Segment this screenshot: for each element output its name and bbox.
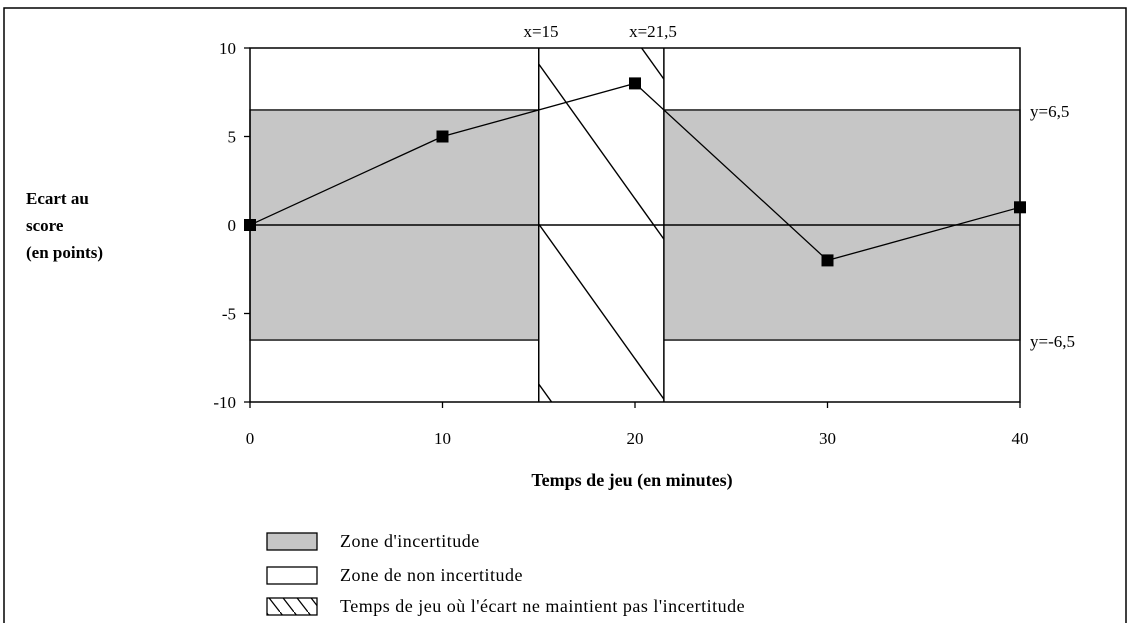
- legend-swatch-hatched: [266, 597, 318, 616]
- y-axis-label-line-3: (en points): [26, 243, 103, 262]
- legend-label-hatched: Temps de jeu où l'écart ne maintient pas…: [340, 596, 745, 616]
- x-tick-label: 40: [1012, 429, 1029, 448]
- legend-swatch-uncertainty: [266, 532, 318, 551]
- data-point: [244, 219, 256, 231]
- plot-area: 10 5 0 -5 -10 0 10 20 30 40: [213, 39, 1029, 448]
- y-tick-label: 0: [228, 216, 237, 235]
- y-axis-label-line-1: Ecart au: [26, 189, 89, 208]
- annotation-x-right: x=21,5: [629, 22, 677, 41]
- legend: Zone d'incertitude Zone de non incertitu…: [266, 531, 745, 616]
- y-tick-label: 10: [219, 39, 236, 58]
- annotation-x-left: x=15: [523, 22, 558, 41]
- x-tick-label: 0: [246, 429, 255, 448]
- x-tick-label: 20: [627, 429, 644, 448]
- y-tick-label: -5: [222, 305, 236, 324]
- legend-swatch-no-uncertainty: [266, 566, 318, 585]
- x-tick-label: 30: [819, 429, 836, 448]
- y-tick-label: -10: [213, 393, 236, 412]
- x-tick-label: 10: [434, 429, 451, 448]
- annotation-y-top: y=6,5: [1030, 102, 1069, 121]
- x-axis-label: Temps de jeu (en minutes): [531, 470, 732, 491]
- annotation-y-bottom: y=-6,5: [1030, 332, 1075, 351]
- data-point: [1014, 201, 1026, 214]
- y-tick-label: 5: [228, 128, 237, 147]
- legend-label-uncertainty: Zone d'incertitude: [340, 531, 480, 551]
- legend-label-no-uncertainty: Zone de non incertitude: [340, 565, 523, 585]
- y-axis-label-line-2: score: [26, 216, 64, 235]
- data-point: [821, 254, 834, 267]
- data-point: [629, 77, 641, 90]
- hatch-line: [538, 222, 664, 401]
- data-point: [436, 130, 449, 143]
- hatch-line: [538, 62, 664, 241]
- hatch-lines: [538, 48, 664, 402]
